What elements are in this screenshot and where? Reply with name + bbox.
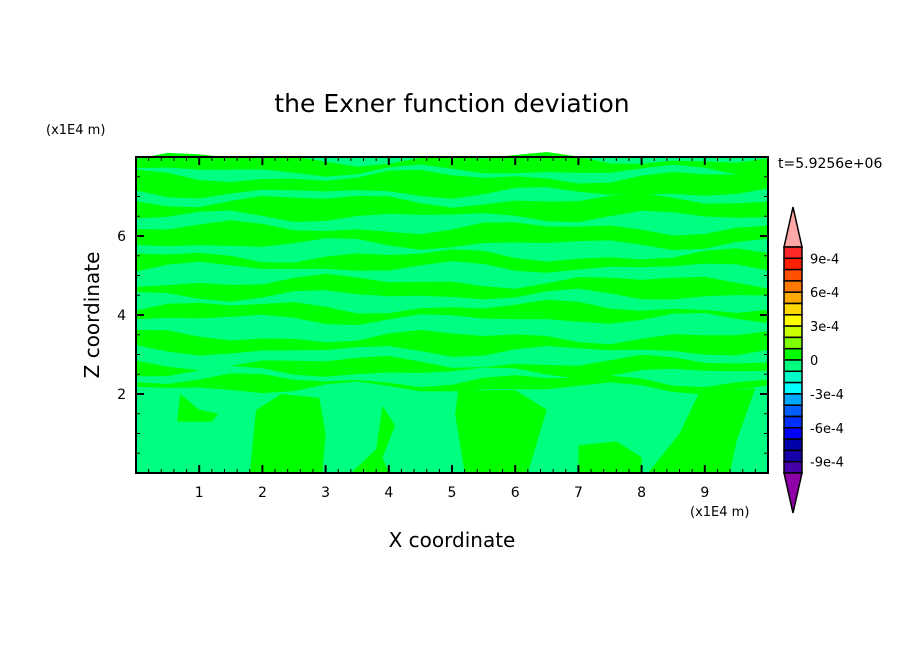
- contour-region: [136, 220, 768, 251]
- colorbar-label: 3e-4: [810, 320, 839, 335]
- colorbar-box: [783, 280, 803, 293]
- x-tick-label: 1: [195, 485, 204, 501]
- x-tick-label: 8: [637, 485, 646, 501]
- colorbar-box: [783, 325, 803, 339]
- y-tick-label: 4: [117, 308, 126, 324]
- x-tick-label: 2: [258, 485, 267, 501]
- colorbar-box: [783, 427, 803, 440]
- y-tick-label: 2: [117, 387, 126, 403]
- chart-title: the Exner function deviation: [274, 89, 629, 118]
- contour-region: [647, 388, 756, 473]
- colorbar-box: [783, 393, 803, 406]
- colorbar-box: [783, 257, 803, 271]
- contour-region: [350, 405, 396, 473]
- colorbar-label: 9e-4: [810, 252, 839, 267]
- x-tick-label: 5: [448, 485, 457, 501]
- colorbar-label: -6e-4: [810, 422, 844, 437]
- time-label: t=5.9256e+06: [778, 156, 882, 172]
- contour-region: [136, 354, 768, 379]
- colorbar-box: [783, 404, 803, 418]
- contour-region: [136, 299, 768, 326]
- x-tick-label: 6: [511, 485, 520, 501]
- colorbar-box: [783, 438, 803, 452]
- colorbar-box: [783, 359, 803, 373]
- colorbar-box: [783, 460, 803, 474]
- colorbar-label: -3e-4: [810, 388, 844, 403]
- x-axis-label: X coordinate: [389, 528, 516, 552]
- contour-region: [136, 248, 768, 273]
- contour-region: [578, 441, 642, 473]
- colorbar-box: [783, 246, 803, 260]
- y-unit-label: (x1E4 m): [46, 123, 105, 138]
- y-axis-label: Z coordinate: [80, 252, 104, 379]
- colorbar-box: [783, 415, 803, 429]
- contour-region: [136, 330, 768, 357]
- x-unit-label: (x1E4 m): [690, 505, 749, 520]
- x-tick-label: 4: [384, 485, 393, 501]
- contour-region: [136, 192, 768, 223]
- colorbar-box: [783, 291, 803, 305]
- x-tick-label: 3: [321, 485, 330, 501]
- colorbar-label: -9e-4: [810, 456, 844, 471]
- colorbar-box: [783, 347, 803, 361]
- x-tick-label: 7: [574, 485, 583, 501]
- x-tick-label: 9: [700, 485, 709, 501]
- colorbar-box: [783, 370, 803, 384]
- colorbar-box: [783, 268, 803, 282]
- colorbar-box: [783, 449, 803, 463]
- contour-region: [136, 169, 768, 199]
- contour-region: [249, 394, 326, 473]
- colorbar-over-triangle: [783, 206, 803, 248]
- contour-region: [136, 373, 768, 395]
- colorbar-label: 6e-4: [810, 286, 839, 301]
- y-tick-label: 6: [117, 229, 126, 245]
- colorbar-box: [783, 314, 803, 327]
- contour-region: [177, 394, 219, 422]
- contour-region: [455, 390, 547, 473]
- colorbar-box: [783, 336, 803, 350]
- colorbar-under-triangle: [783, 472, 803, 514]
- contour-region: [136, 273, 768, 302]
- colorbar-box: [783, 381, 803, 395]
- colorbar-label: 0: [810, 354, 818, 369]
- colorbar-box: [783, 302, 803, 316]
